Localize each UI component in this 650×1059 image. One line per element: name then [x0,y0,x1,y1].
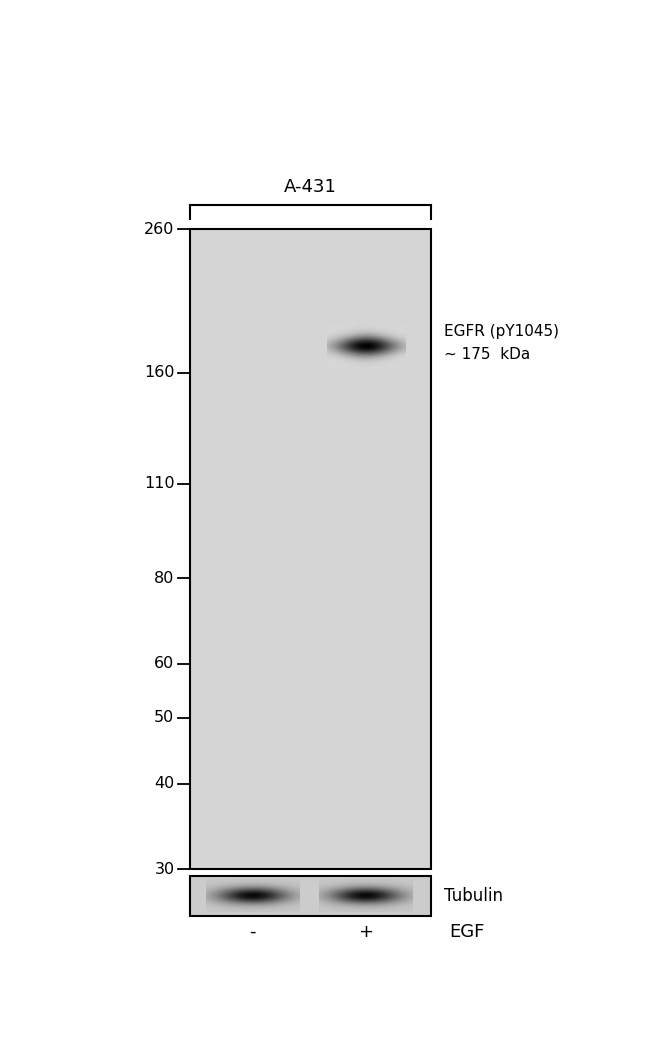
Text: +: + [359,923,374,941]
Text: 80: 80 [154,571,174,586]
Text: Tubulin: Tubulin [444,887,503,905]
Bar [190,229,432,869]
Bar [190,876,432,916]
Text: 40: 40 [154,776,174,791]
Text: A-431: A-431 [284,178,337,196]
Text: 260: 260 [144,221,174,236]
Text: -: - [249,923,255,941]
Text: ~ 175  kDa: ~ 175 kDa [444,347,530,362]
Text: EGF: EGF [449,923,484,941]
Text: 50: 50 [154,711,174,725]
Text: 60: 60 [154,657,174,671]
Text: 160: 160 [144,365,174,380]
Text: 110: 110 [144,477,174,491]
Text: 30: 30 [154,862,174,877]
Text: EGFR (pY1045): EGFR (pY1045) [444,324,559,339]
